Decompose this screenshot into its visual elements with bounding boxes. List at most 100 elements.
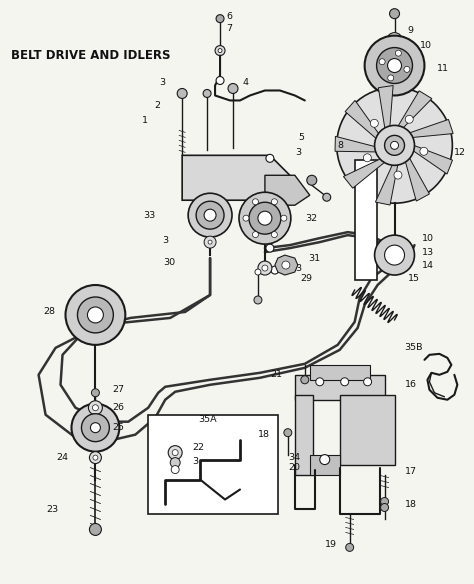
Circle shape — [388, 75, 394, 81]
Circle shape — [384, 245, 404, 265]
Circle shape — [208, 240, 212, 244]
Circle shape — [196, 201, 224, 229]
Circle shape — [90, 451, 101, 464]
Circle shape — [337, 88, 452, 203]
Text: 9: 9 — [408, 26, 413, 35]
Circle shape — [254, 296, 262, 304]
Circle shape — [387, 33, 402, 48]
Circle shape — [168, 446, 182, 460]
Circle shape — [266, 154, 274, 162]
Circle shape — [272, 232, 277, 238]
Circle shape — [323, 193, 331, 201]
Polygon shape — [408, 143, 453, 174]
Text: 33: 33 — [143, 211, 155, 220]
Circle shape — [82, 413, 109, 442]
Circle shape — [72, 404, 119, 451]
Text: BELT DRIVE AND IDLERS: BELT DRIVE AND IDLERS — [11, 49, 170, 62]
Text: 3: 3 — [159, 78, 165, 87]
Polygon shape — [395, 91, 432, 132]
Polygon shape — [375, 159, 399, 205]
Circle shape — [341, 378, 349, 386]
Circle shape — [365, 36, 424, 95]
Text: 1: 1 — [142, 116, 148, 125]
Circle shape — [216, 77, 224, 85]
Circle shape — [266, 244, 274, 252]
Polygon shape — [182, 155, 290, 200]
Text: 19: 19 — [325, 540, 337, 549]
Circle shape — [392, 37, 398, 44]
Circle shape — [188, 193, 232, 237]
Text: 35A: 35A — [198, 415, 217, 424]
Circle shape — [171, 465, 179, 474]
Text: 31: 31 — [308, 253, 320, 263]
Text: 10: 10 — [421, 234, 433, 242]
Circle shape — [204, 209, 216, 221]
Circle shape — [91, 389, 100, 397]
Text: 5: 5 — [298, 133, 304, 142]
Text: 8: 8 — [337, 141, 344, 150]
Circle shape — [370, 119, 378, 127]
Circle shape — [404, 67, 410, 72]
Text: 4: 4 — [243, 78, 249, 87]
Text: 24: 24 — [56, 453, 69, 462]
Text: 3: 3 — [295, 148, 301, 157]
Bar — [310, 365, 370, 380]
Text: 26: 26 — [112, 403, 124, 412]
Circle shape — [228, 84, 238, 93]
Circle shape — [301, 376, 309, 384]
Circle shape — [87, 307, 103, 323]
Text: 25: 25 — [112, 423, 124, 432]
Circle shape — [93, 455, 98, 460]
Text: 2: 2 — [154, 101, 160, 110]
Text: 6: 6 — [226, 12, 232, 21]
Circle shape — [281, 215, 287, 221]
Circle shape — [389, 140, 401, 151]
Text: 3: 3 — [162, 235, 168, 245]
Text: 18: 18 — [404, 500, 417, 509]
Circle shape — [405, 115, 413, 123]
Circle shape — [249, 202, 281, 234]
Circle shape — [376, 47, 412, 84]
Circle shape — [170, 458, 180, 468]
Circle shape — [390, 9, 400, 19]
Bar — [295, 395, 313, 475]
Circle shape — [92, 405, 99, 411]
Circle shape — [346, 543, 354, 551]
Circle shape — [218, 48, 222, 53]
Circle shape — [395, 50, 401, 56]
Bar — [355, 161, 376, 280]
Circle shape — [374, 126, 414, 165]
Circle shape — [282, 261, 290, 269]
Text: 11: 11 — [438, 64, 449, 73]
Circle shape — [271, 266, 279, 274]
Circle shape — [172, 450, 178, 456]
Text: 23: 23 — [46, 505, 58, 514]
Circle shape — [243, 215, 249, 221]
Text: 32: 32 — [305, 214, 317, 223]
Circle shape — [258, 211, 272, 225]
Bar — [148, 415, 278, 515]
Text: 13: 13 — [421, 248, 434, 256]
Circle shape — [381, 498, 389, 506]
Circle shape — [255, 269, 261, 275]
Circle shape — [253, 232, 258, 238]
Circle shape — [203, 89, 211, 98]
Circle shape — [381, 503, 389, 512]
Circle shape — [374, 235, 414, 275]
Text: 20: 20 — [288, 463, 300, 472]
Circle shape — [89, 401, 102, 415]
Circle shape — [262, 265, 268, 271]
Text: 29: 29 — [300, 273, 312, 283]
Circle shape — [272, 199, 277, 205]
Circle shape — [284, 429, 292, 437]
Circle shape — [320, 454, 330, 465]
Polygon shape — [265, 175, 310, 205]
Circle shape — [77, 297, 113, 333]
Polygon shape — [378, 85, 393, 134]
Text: 30: 30 — [163, 258, 175, 266]
Bar — [295, 375, 384, 399]
Text: 16: 16 — [404, 380, 417, 390]
Circle shape — [65, 285, 125, 345]
Text: 22: 22 — [192, 443, 204, 452]
Circle shape — [216, 15, 224, 23]
